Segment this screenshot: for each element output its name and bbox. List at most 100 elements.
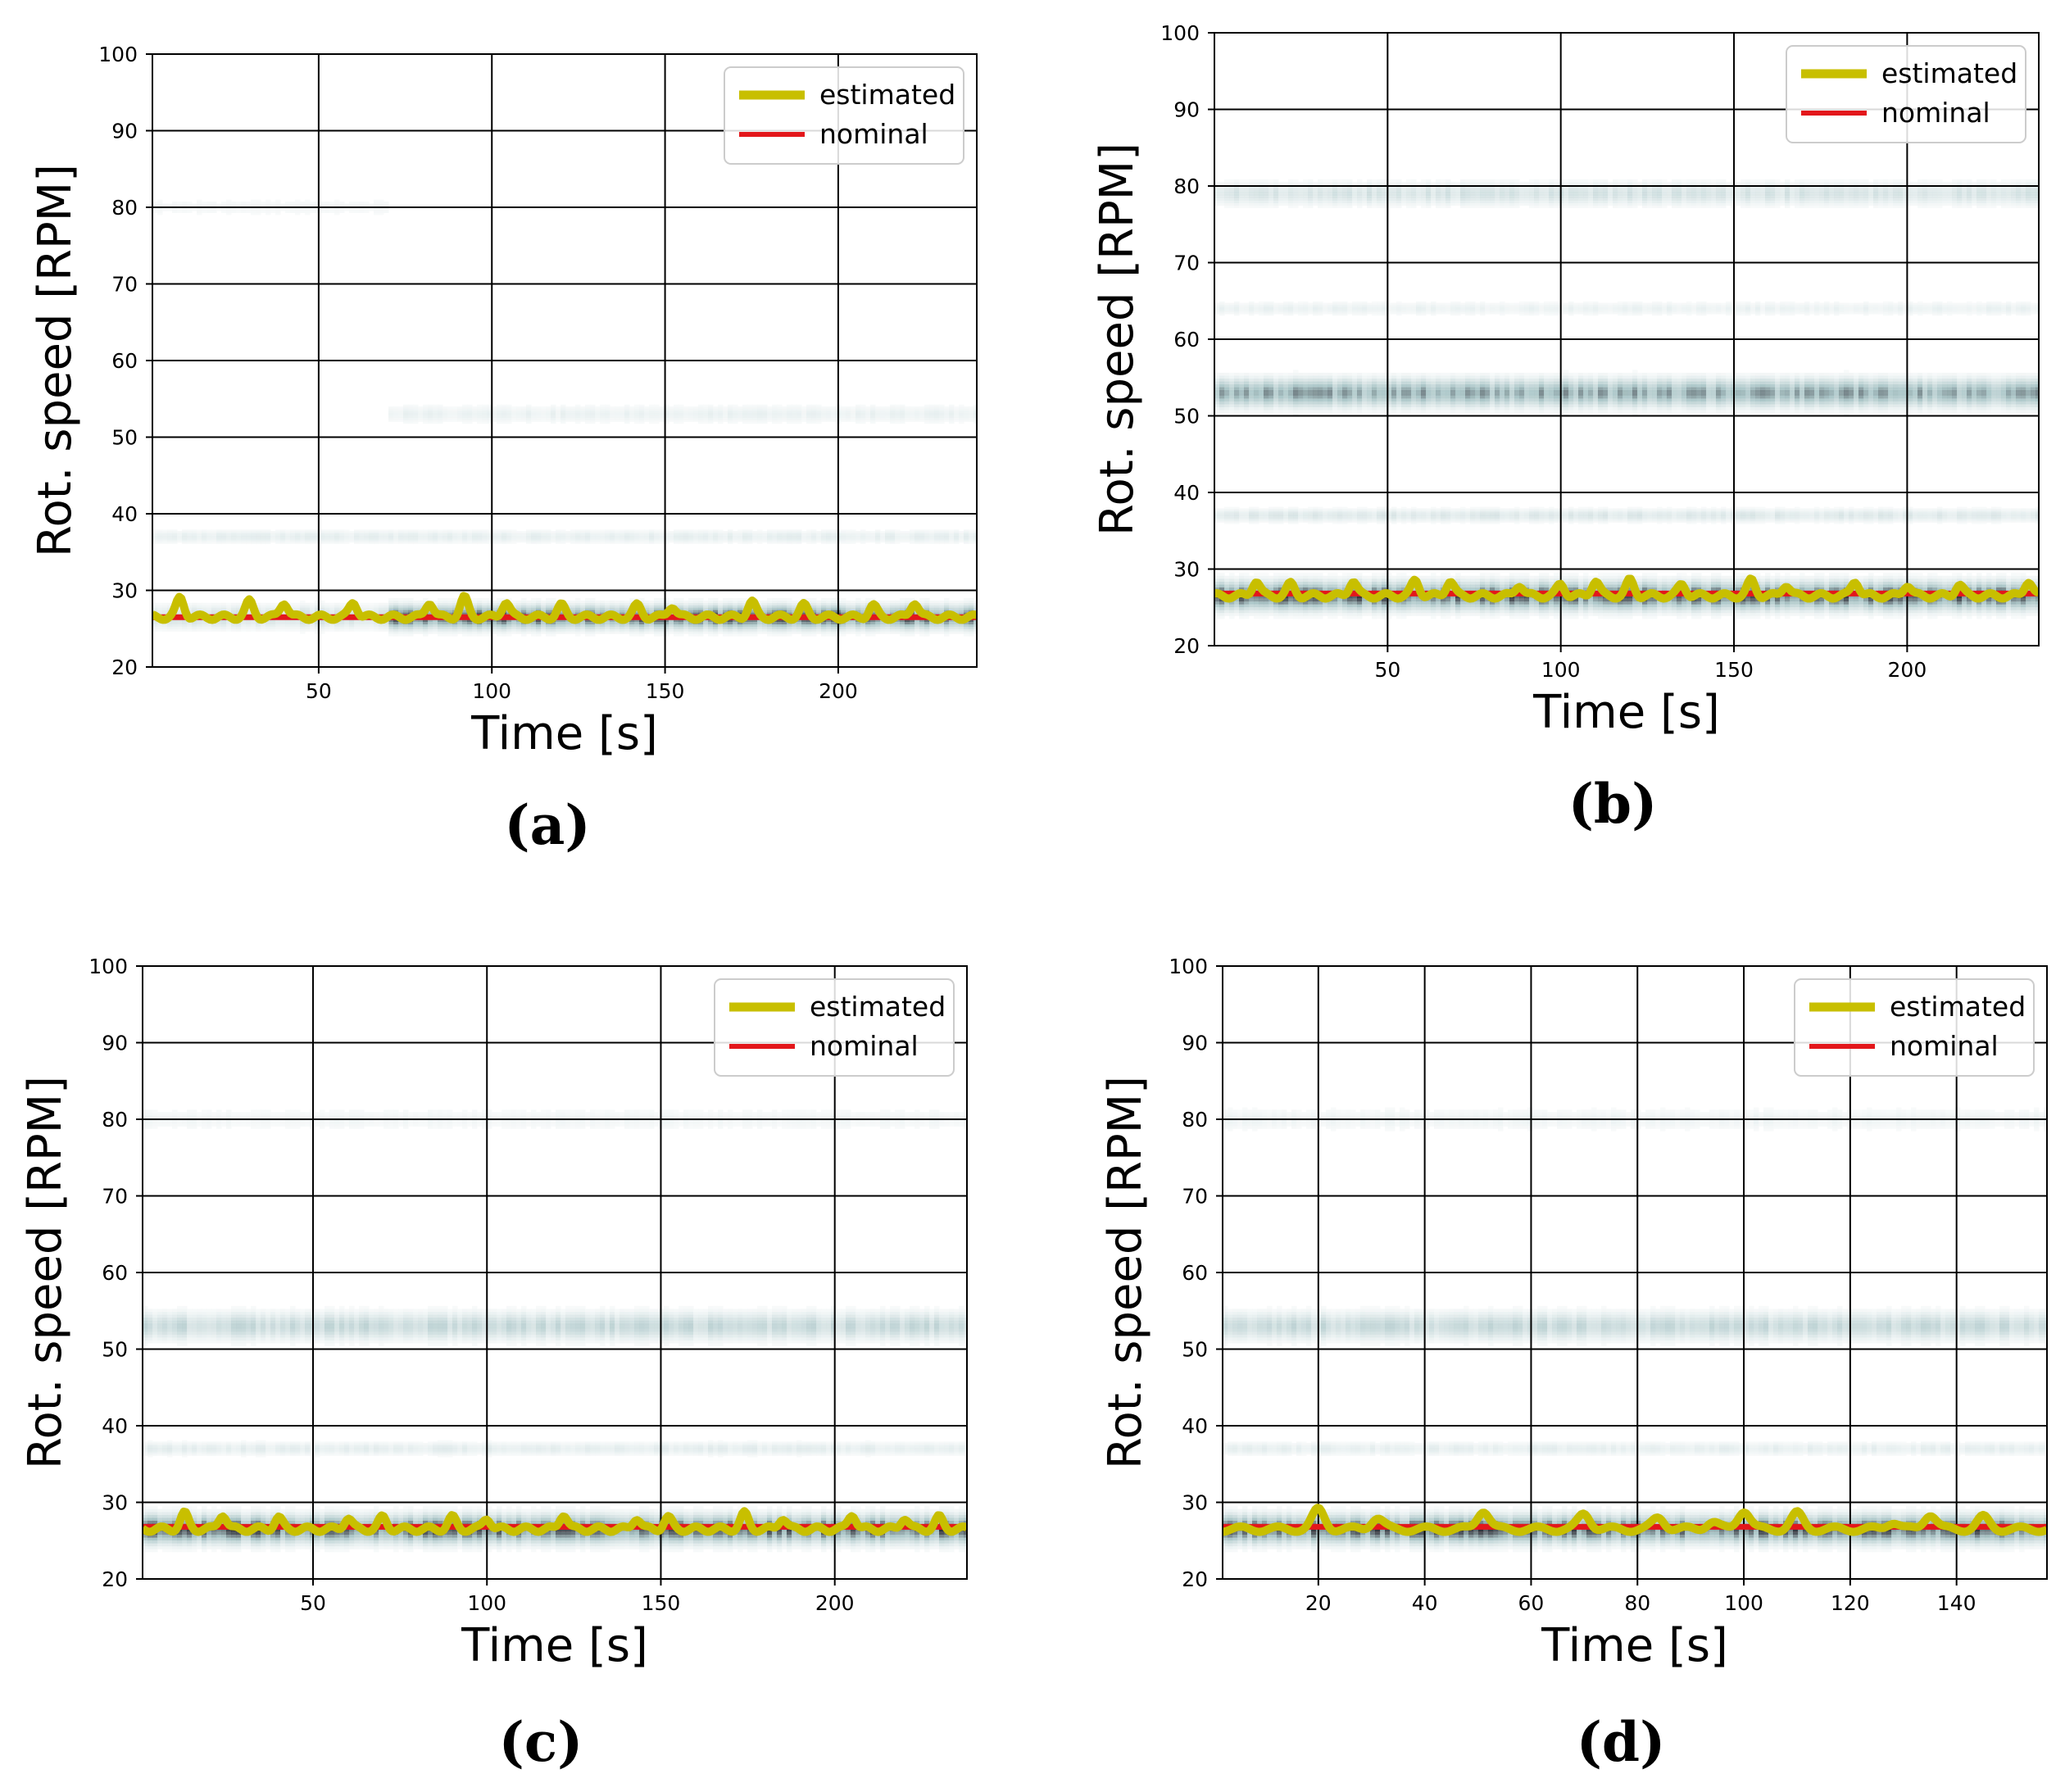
heat-cell bbox=[787, 414, 792, 416]
heat-cell bbox=[659, 408, 665, 411]
heat-cell bbox=[541, 529, 547, 532]
heat-cell bbox=[315, 626, 320, 629]
heat-cell bbox=[570, 542, 576, 544]
heat-cell bbox=[403, 607, 409, 610]
heat-cell bbox=[457, 626, 463, 629]
heat-cell bbox=[467, 420, 473, 422]
heat-cell bbox=[615, 418, 620, 420]
heat-cell bbox=[585, 622, 591, 624]
heat-cell bbox=[575, 406, 581, 409]
heat-cell bbox=[457, 622, 463, 624]
heat-cell bbox=[900, 602, 905, 606]
heat-cell bbox=[742, 535, 748, 538]
heat-cell bbox=[924, 619, 930, 623]
heat-cell bbox=[703, 418, 709, 420]
heat-cell bbox=[211, 538, 217, 540]
heat-cell bbox=[723, 622, 728, 624]
heat-cell bbox=[492, 610, 497, 613]
heat-cell bbox=[757, 418, 763, 420]
heat-cell bbox=[615, 531, 620, 533]
heat-cell bbox=[236, 538, 242, 540]
heat-cell bbox=[502, 533, 507, 536]
heat-cell bbox=[659, 628, 665, 632]
heat-cell bbox=[762, 531, 768, 533]
heat-cell bbox=[413, 631, 419, 634]
heat-cell bbox=[634, 619, 640, 623]
heat-cell bbox=[767, 414, 773, 416]
heat-cell bbox=[418, 410, 424, 413]
heat-cell bbox=[865, 541, 871, 543]
heat-cell bbox=[428, 529, 433, 532]
heat-cell bbox=[320, 602, 325, 606]
heat-cell bbox=[816, 628, 822, 632]
heat-cell bbox=[379, 538, 384, 540]
heat-cell bbox=[752, 533, 758, 536]
heat-cell bbox=[688, 600, 694, 603]
heat-cell bbox=[870, 626, 876, 629]
heat-cell bbox=[531, 541, 537, 543]
heat-cell bbox=[969, 600, 974, 603]
heat-cell bbox=[821, 532, 827, 534]
heat-cell bbox=[846, 607, 851, 610]
heat-cell bbox=[831, 531, 837, 533]
heat-cell bbox=[408, 412, 414, 415]
heat-cell bbox=[683, 532, 689, 534]
heat-cell bbox=[698, 624, 704, 627]
heat-cell bbox=[492, 535, 497, 538]
heat-cell bbox=[280, 531, 286, 533]
heat-cell bbox=[541, 631, 547, 634]
heat-cell bbox=[856, 538, 861, 540]
heat-cell bbox=[462, 533, 468, 536]
heat-cell bbox=[300, 538, 306, 540]
heat-cell bbox=[964, 607, 969, 610]
heat-cell bbox=[280, 624, 286, 627]
heat-cell bbox=[733, 602, 738, 606]
heat-cell bbox=[890, 414, 896, 416]
heat-cell bbox=[516, 410, 522, 413]
heat-cell bbox=[738, 622, 743, 624]
heat-cell bbox=[782, 412, 787, 415]
heat-cell bbox=[521, 412, 527, 415]
heat-cell bbox=[664, 408, 669, 411]
heat-cell bbox=[964, 610, 969, 613]
heat-cell bbox=[177, 610, 183, 613]
heat-cell bbox=[452, 628, 458, 632]
heat-cell bbox=[875, 418, 881, 420]
heat-cell bbox=[511, 408, 517, 411]
heat-cell bbox=[742, 602, 748, 606]
heat-cell bbox=[649, 628, 655, 632]
heat-cell bbox=[202, 539, 207, 542]
heat-cell bbox=[452, 412, 458, 415]
heat-cell bbox=[502, 420, 507, 422]
heat-cell bbox=[462, 628, 468, 632]
heat-cell bbox=[964, 542, 969, 544]
heat-cell bbox=[644, 602, 650, 606]
heat-cell bbox=[226, 535, 232, 538]
heat-cell bbox=[398, 622, 404, 624]
heat-cell bbox=[900, 607, 905, 610]
heat-cell bbox=[669, 631, 674, 634]
heat-cell bbox=[442, 605, 448, 608]
heat-cell bbox=[610, 537, 615, 538]
heat-cell bbox=[261, 624, 266, 627]
heat-cell bbox=[231, 542, 237, 544]
heat-cell bbox=[782, 600, 787, 603]
heat-cell bbox=[462, 412, 468, 415]
heat-cell bbox=[595, 408, 601, 411]
heat-cell bbox=[438, 624, 443, 627]
heat-cell bbox=[261, 532, 266, 534]
heat-cell bbox=[452, 542, 458, 544]
heat-cell bbox=[398, 600, 404, 603]
heat-cell bbox=[206, 529, 212, 532]
heat-cell bbox=[221, 624, 227, 627]
heat-cell bbox=[698, 602, 704, 606]
heat-cell bbox=[905, 535, 910, 538]
heat-cell bbox=[502, 529, 507, 532]
heat-cell bbox=[162, 607, 168, 610]
heat-cell bbox=[275, 628, 281, 632]
heat-cell bbox=[266, 533, 271, 536]
heat-cell bbox=[723, 607, 728, 610]
heat-cell bbox=[639, 619, 645, 623]
heat-cell bbox=[442, 626, 448, 629]
heat-cell bbox=[192, 610, 197, 613]
